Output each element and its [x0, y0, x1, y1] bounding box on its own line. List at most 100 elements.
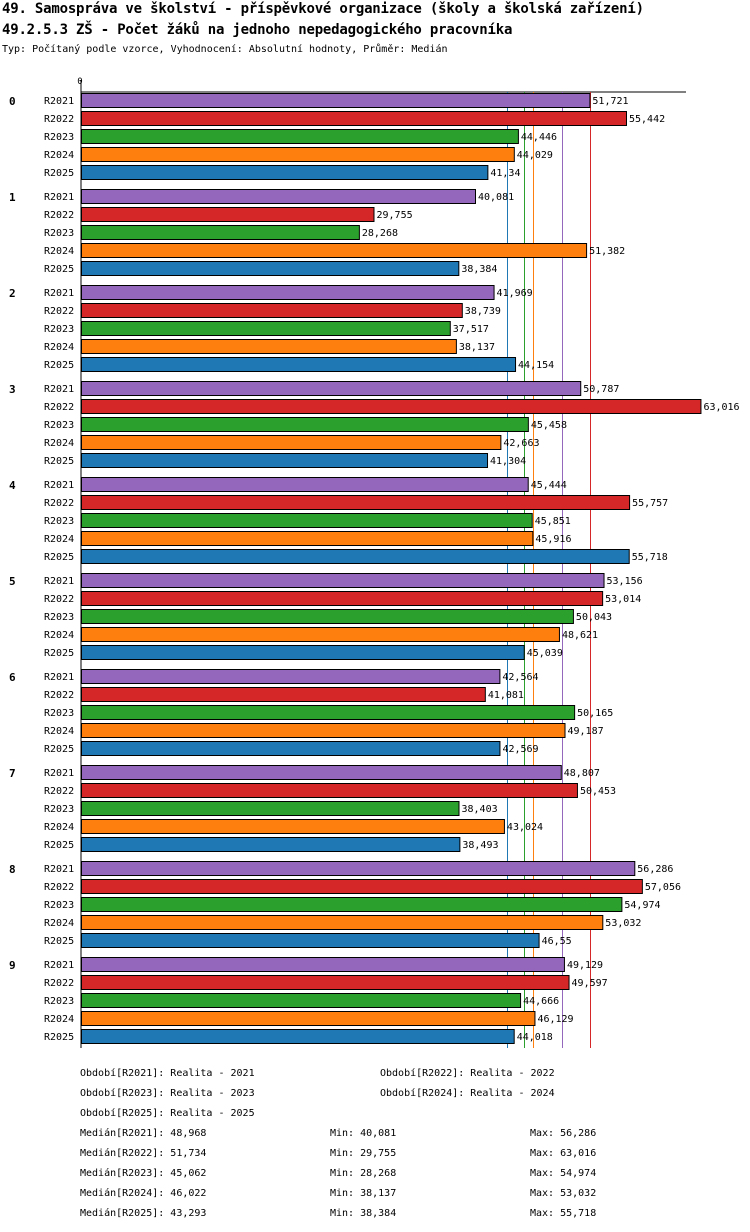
stat-max: Max: 63,016	[530, 1148, 597, 1159]
stat-max: Max: 54,974	[530, 1168, 597, 1179]
bar-r2023	[81, 129, 519, 144]
bar-r2022	[81, 495, 631, 510]
value-label: 42,569	[502, 744, 538, 755]
bar-r2025	[81, 261, 460, 276]
series-label: R2021	[44, 384, 74, 395]
value-label: 37,517	[453, 324, 489, 335]
value-label: 56,286	[637, 864, 673, 875]
group-label: 7	[9, 767, 16, 780]
bar-r2024	[81, 723, 566, 738]
value-label: 51,382	[589, 246, 625, 257]
series-label: R2025	[44, 168, 74, 179]
value-label: 63,016	[703, 402, 739, 413]
value-label: 43,024	[507, 822, 543, 833]
value-label: 45,444	[531, 480, 567, 491]
series-label: R2025	[44, 648, 74, 659]
bar-r2021	[81, 381, 582, 396]
bar-r2021	[81, 861, 636, 876]
bar-r2023	[81, 897, 623, 912]
value-label: 49,187	[568, 726, 604, 737]
group-label: 4	[9, 479, 16, 492]
chart-title: 49. Samospráva ve školství - příspěvkové…	[2, 1, 644, 17]
value-label: 53,014	[605, 594, 641, 605]
value-label: 45,916	[535, 534, 571, 545]
bar-r2025	[81, 357, 517, 372]
value-label: 42,663	[503, 438, 539, 449]
series-label: R2023	[44, 708, 74, 719]
stat-min: Min: 38,384	[330, 1208, 397, 1219]
value-label: 50,043	[576, 612, 612, 623]
series-label: R2024	[44, 630, 74, 641]
series-label: R2022	[44, 594, 74, 605]
value-label: 49,129	[567, 960, 603, 971]
value-label: 42,564	[502, 672, 538, 683]
series-label: R2022	[44, 978, 74, 989]
series-label: R2025	[44, 840, 74, 851]
bar-r2023	[81, 609, 574, 624]
stat-max: Max: 56,286	[530, 1128, 597, 1139]
value-label: 53,032	[605, 918, 641, 929]
bar-r2023	[81, 417, 529, 432]
series-label: R2023	[44, 804, 74, 815]
series-label: R2022	[44, 402, 74, 413]
value-label: 44,666	[523, 996, 559, 1007]
group-label: 5	[9, 575, 16, 588]
group-label: 8	[9, 863, 16, 876]
value-label: 38,739	[465, 306, 501, 317]
series-label: R2021	[44, 960, 74, 971]
group-label: 2	[9, 287, 16, 300]
value-label: 28,268	[362, 228, 398, 239]
bar-r2024	[81, 531, 534, 546]
bar-r2025	[81, 741, 501, 756]
series-label: R2022	[44, 210, 74, 221]
value-label: 54,974	[624, 900, 660, 911]
series-label: R2023	[44, 900, 74, 911]
bar-r2024	[81, 819, 505, 834]
series-label: R2024	[44, 534, 74, 545]
series-label: R2023	[44, 420, 74, 431]
value-label: 29,755	[376, 210, 412, 221]
bar-r2024	[81, 435, 502, 450]
series-label: R2021	[44, 864, 74, 875]
legend-period: Období[R2022]: Realita - 2022	[380, 1068, 555, 1079]
series-label: R2024	[44, 342, 74, 353]
series-label: R2021	[44, 288, 74, 299]
series-label: R2024	[44, 246, 74, 257]
bar-r2022	[81, 783, 578, 798]
value-label: 41,969	[497, 288, 533, 299]
series-label: R2023	[44, 996, 74, 1007]
bar-r2022	[81, 975, 570, 990]
bar-r2024	[81, 915, 604, 930]
bar-r2021	[81, 957, 565, 972]
bar-r2022	[81, 303, 463, 318]
bar-r2024	[81, 147, 515, 162]
value-label: 46,55	[542, 936, 572, 947]
bar-r2021	[81, 573, 605, 588]
group-label: 3	[9, 383, 16, 396]
value-label: 41,304	[490, 456, 526, 467]
value-label: 44,446	[521, 132, 557, 143]
series-label: R2022	[44, 114, 74, 125]
stat-median: Medián[R2024]: 46,022	[80, 1188, 207, 1199]
value-label: 41,081	[488, 690, 524, 701]
bar-r2023	[81, 705, 576, 720]
series-label: R2023	[44, 132, 74, 143]
bar-r2023	[81, 225, 360, 240]
series-label: R2024	[44, 918, 74, 929]
stat-min: Min: 28,268	[330, 1168, 397, 1179]
value-label: 55,718	[632, 552, 668, 563]
value-label: 55,757	[632, 498, 668, 509]
chart-type-line: Typ: Počítaný podle vzorce, Vyhodnocení:…	[2, 44, 448, 55]
series-label: R2022	[44, 306, 74, 317]
stat-max: Max: 53,032	[530, 1188, 597, 1199]
group-label: 6	[9, 671, 16, 684]
group-label: 0	[9, 95, 16, 108]
stat-min: Min: 29,755	[330, 1148, 397, 1159]
value-label: 50,453	[580, 786, 616, 797]
value-label: 53,156	[607, 576, 643, 587]
bar-r2022	[81, 399, 702, 414]
stat-min: Min: 40,081	[330, 1128, 397, 1139]
value-label: 44,154	[518, 360, 554, 371]
value-label: 48,621	[562, 630, 598, 641]
